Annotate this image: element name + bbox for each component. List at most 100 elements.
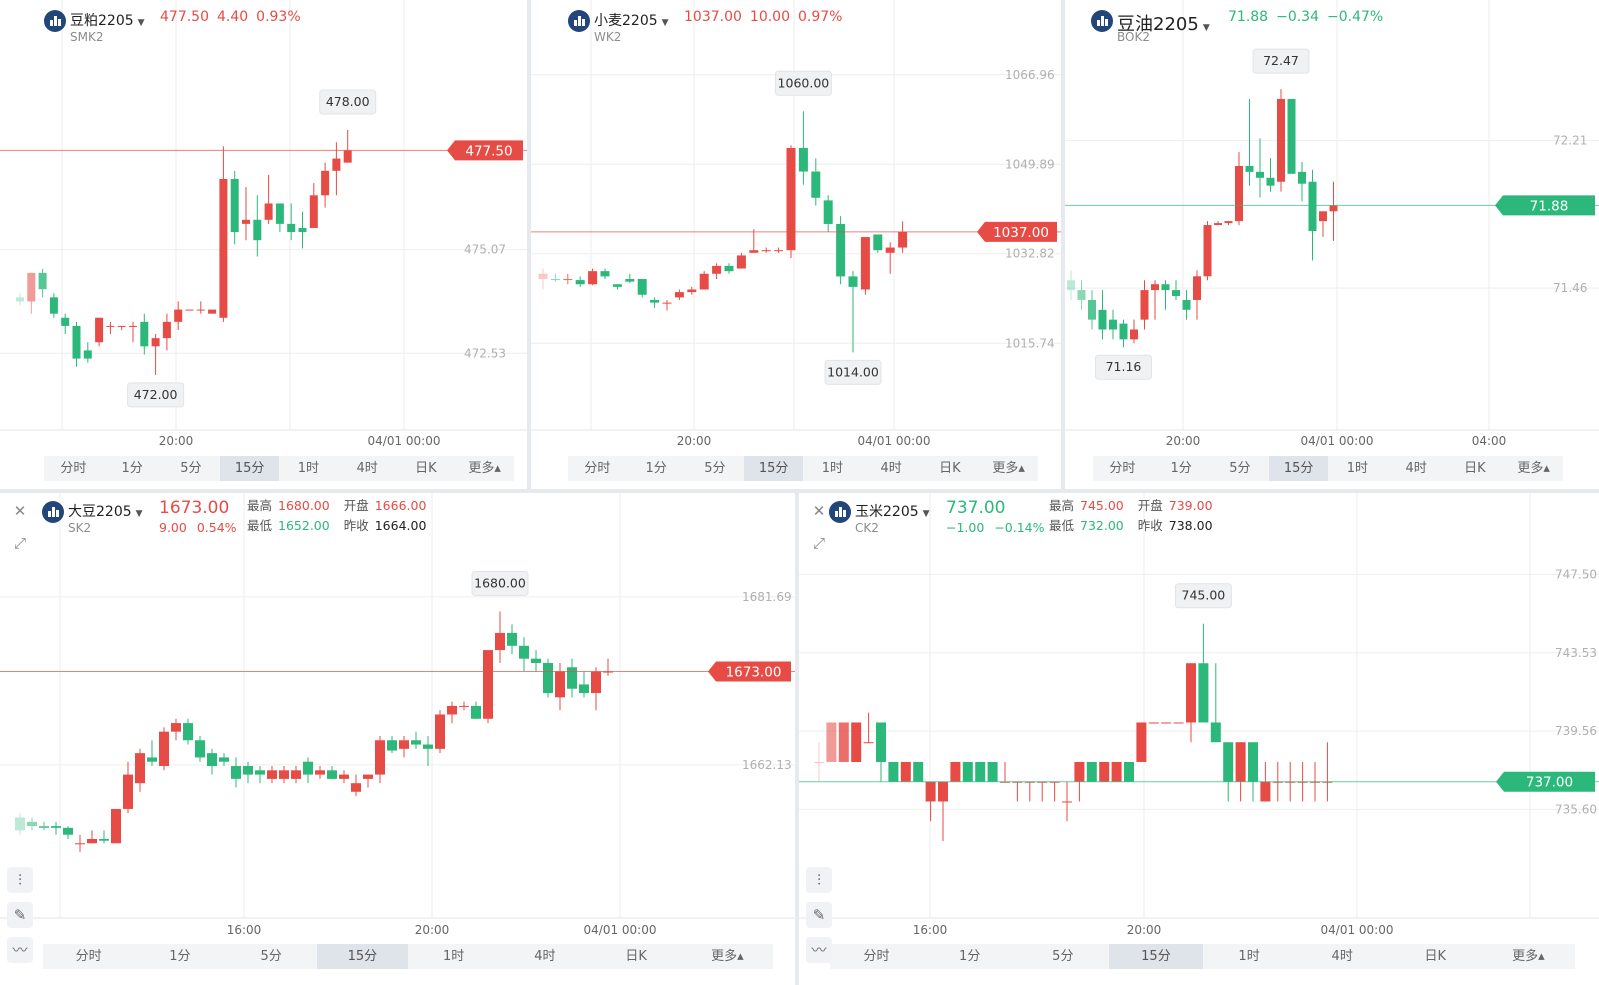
tab-period-1[interactable]: 1分 bbox=[959, 949, 981, 964]
low-label-text: 1014.00 bbox=[827, 364, 879, 379]
percent-change: −0.47% bbox=[1327, 9, 1384, 25]
candle bbox=[219, 146, 228, 322]
pencil-icon[interactable]: ✎ bbox=[806, 902, 832, 928]
low-label: 1014.00 bbox=[824, 359, 882, 385]
instrument-name[interactable]: 豆油2205 ▼ bbox=[1117, 10, 1210, 36]
caret-down-icon[interactable]: ▼ bbox=[922, 509, 930, 519]
chart-panel-soybean[interactable]: 1681.69 1662.13 16:00 20:00 04/01 00:00 1673.… bbox=[0, 493, 795, 985]
expand-icon[interactable]: ⤢ bbox=[812, 534, 825, 552]
caret-down-icon[interactable]: ▼ bbox=[137, 18, 145, 28]
candle-body bbox=[625, 279, 635, 282]
candle-body bbox=[823, 200, 833, 224]
indicator-icon[interactable]: ⫶ bbox=[7, 867, 33, 893]
instrument-name[interactable]: 玉米2205 ▼ bbox=[855, 501, 930, 521]
close-icon[interactable]: ✕ bbox=[13, 502, 27, 520]
x-tick-label: 20:00 bbox=[1166, 434, 1201, 448]
stat-label-low: 最低 bbox=[247, 518, 273, 533]
candle bbox=[786, 145, 796, 259]
tab-period-3[interactable]: 15分 bbox=[1269, 456, 1328, 481]
candle-body bbox=[888, 761, 899, 782]
tab-period-5[interactable]: 4时 bbox=[880, 461, 902, 476]
stat-value-low: 732.00 bbox=[1080, 518, 1124, 533]
instrument-name[interactable]: 豆粕2205 ▼ bbox=[70, 10, 145, 30]
tab-period-1[interactable]: 1分 bbox=[169, 949, 191, 964]
tab-period-2[interactable]: 5分 bbox=[1229, 461, 1251, 476]
candle bbox=[264, 174, 273, 224]
caret-down-icon[interactable]: ▼ bbox=[135, 509, 143, 519]
tab-period-4[interactable]: 1时 bbox=[821, 461, 844, 476]
instrument-name[interactable]: 大豆2205 ▼ bbox=[68, 501, 143, 521]
change-row: −1.00 −0.14% bbox=[946, 518, 1045, 538]
candle bbox=[219, 753, 229, 767]
tab-period-7[interactable]: 更多▴ bbox=[468, 461, 501, 476]
tab-period-7[interactable]: 更多▴ bbox=[992, 461, 1025, 476]
candle-body bbox=[219, 178, 228, 318]
tab-period-3[interactable]: 15分 bbox=[744, 456, 803, 481]
candle bbox=[343, 130, 352, 163]
tab-period-0[interactable]: 分时 bbox=[60, 461, 87, 476]
chart-panel-soymeal[interactable]: 475.07 472.53 20:00 04/01 00:00 477.50 478.00… bbox=[0, 0, 527, 489]
candle-body bbox=[925, 781, 936, 802]
tab-period-2[interactable]: 5分 bbox=[1052, 949, 1074, 964]
indicator-icon[interactable]: ⫶ bbox=[806, 867, 832, 893]
candle bbox=[375, 735, 385, 784]
caret-down-icon[interactable]: ▼ bbox=[661, 18, 669, 28]
tab-period-7[interactable]: 更多▴ bbox=[711, 949, 744, 964]
tab-period-2[interactable]: 5分 bbox=[260, 949, 282, 964]
tab-period-5[interactable]: 4时 bbox=[356, 461, 378, 476]
candle-body bbox=[83, 350, 92, 359]
candle bbox=[309, 183, 318, 228]
close-icon[interactable]: ✕ bbox=[812, 502, 826, 520]
candle-body bbox=[873, 234, 883, 251]
instrument-name[interactable]: 小麦2205 ▼ bbox=[594, 10, 669, 30]
tab-period-5[interactable]: 4时 bbox=[1331, 949, 1353, 964]
chart-panel-soyoil[interactable]: 72.21 71.46 20:00 04/01 00:00 04:00 71.88 72.4… bbox=[1065, 0, 1599, 489]
candle bbox=[171, 718, 181, 741]
tab-period-4[interactable]: 1时 bbox=[1238, 949, 1260, 964]
tab-period-4[interactable]: 1时 bbox=[442, 949, 465, 964]
line-chart-icon[interactable]: 〰 bbox=[7, 937, 33, 963]
tab-period-1[interactable]: 1分 bbox=[1170, 461, 1192, 476]
tab-period-6[interactable]: 日K bbox=[415, 461, 437, 476]
candle bbox=[75, 834, 85, 852]
tab-period-4[interactable]: 1时 bbox=[297, 461, 320, 476]
caret-down-icon[interactable]: ▼ bbox=[1202, 23, 1210, 33]
x-tick-label: 16:00 bbox=[913, 923, 948, 937]
candle bbox=[315, 766, 325, 779]
candle bbox=[1266, 158, 1275, 192]
line-chart-icon[interactable]: 〰 bbox=[806, 937, 832, 963]
tab-period-6[interactable]: 日K bbox=[939, 461, 961, 476]
chart-panel-corn[interactable]: 747.50 743.53 739.56 735.60 16:00 20:00 04/01 … bbox=[799, 493, 1599, 985]
tab-period-0[interactable]: 分时 bbox=[863, 949, 890, 964]
tab-period-2[interactable]: 5分 bbox=[704, 461, 726, 476]
tab-period-0[interactable]: 分时 bbox=[75, 949, 102, 964]
candle bbox=[298, 211, 307, 249]
tab-period-6[interactable]: 日K bbox=[1424, 949, 1447, 964]
tab-period-6[interactable]: 日K bbox=[1464, 461, 1486, 476]
x-tick-label: 04/01 00:00 bbox=[1301, 434, 1374, 448]
tab-period-2[interactable]: 5分 bbox=[180, 461, 202, 476]
candle bbox=[761, 247, 771, 253]
tab-period-1[interactable]: 1分 bbox=[645, 461, 667, 476]
candle-body bbox=[1119, 323, 1128, 340]
chart-panel-wheat[interactable]: 1066.96 1049.89 1032.82 1015.74 20:00 04/01 0… bbox=[531, 0, 1061, 489]
tab-period-5[interactable]: 4时 bbox=[1405, 461, 1427, 476]
tab-period-7[interactable]: 更多▴ bbox=[1517, 461, 1550, 476]
tab-period-3[interactable]: 15分 bbox=[1109, 944, 1203, 969]
tab-period-4[interactable]: 1时 bbox=[1346, 461, 1369, 476]
tab-period-3[interactable]: 15分 bbox=[316, 944, 408, 969]
candle-body bbox=[538, 273, 548, 280]
candlestick-chart: 475.07 472.53 20:00 04/01 00:00 477.50 478.00… bbox=[0, 0, 527, 448]
candle-body bbox=[1130, 329, 1138, 340]
tab-period-1[interactable]: 1分 bbox=[121, 461, 143, 476]
tab-period-6[interactable]: 日K bbox=[625, 949, 647, 964]
price-change: 10.00 bbox=[749, 9, 790, 25]
tab-period-0[interactable]: 分时 bbox=[584, 461, 611, 476]
quote-line: 1037.00 10.00 0.97% bbox=[684, 9, 842, 25]
expand-icon[interactable]: ⤢ bbox=[13, 534, 26, 552]
tab-period-5[interactable]: 4时 bbox=[534, 949, 556, 964]
pencil-icon[interactable]: ✎ bbox=[7, 902, 33, 928]
tab-period-7[interactable]: 更多▴ bbox=[1512, 949, 1545, 964]
tab-period-0[interactable]: 分时 bbox=[1109, 461, 1136, 476]
tab-period-3[interactable]: 15分 bbox=[220, 456, 279, 481]
